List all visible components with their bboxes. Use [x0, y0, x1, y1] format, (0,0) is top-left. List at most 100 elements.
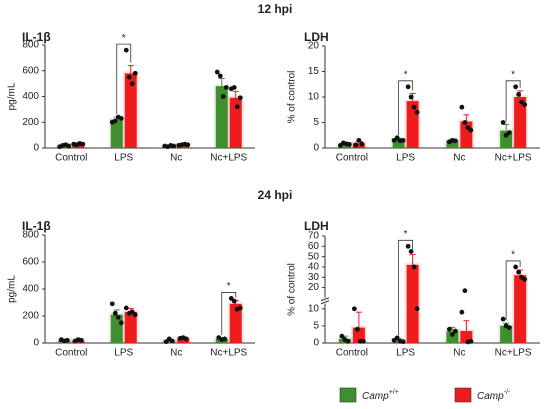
data-point [462, 288, 468, 294]
y-tick-label: 60 [308, 241, 320, 252]
y-tick-label: 20 [308, 282, 320, 293]
x-tick-label: Nc+LPS [495, 348, 532, 359]
x-tick-label: LPS [396, 153, 415, 164]
axis-break-mark [320, 300, 330, 305]
data-point [223, 85, 229, 90]
bar [392, 139, 405, 148]
data-point [346, 142, 352, 147]
significance-bracket [221, 292, 237, 335]
bar [177, 338, 190, 343]
bar [446, 331, 459, 343]
significance-bracket [505, 80, 521, 122]
data-point [123, 305, 129, 311]
y-tick-label: 200 [22, 311, 39, 322]
y-tick-label: 5 [313, 321, 319, 332]
data-point [132, 312, 138, 318]
data-point [408, 94, 414, 100]
y-tick-label: 15 [308, 66, 320, 77]
data-point [217, 73, 223, 79]
y-tick-label: 800 [22, 230, 39, 241]
bar [446, 140, 459, 148]
chart-title: LDH [304, 219, 329, 233]
y-tick-label: 800 [22, 40, 39, 51]
legend-swatch [339, 387, 357, 403]
data-point [452, 328, 458, 334]
data-point [351, 306, 357, 312]
data-point [459, 309, 465, 315]
data-point [171, 143, 177, 149]
y-tick-label: 0 [313, 143, 319, 154]
x-tick-label: Nc [170, 153, 182, 164]
chart-title: IL-1β [22, 30, 51, 44]
data-point [185, 142, 191, 148]
bar [338, 143, 351, 148]
significance-label: * [227, 281, 231, 292]
x-tick-label: Nc+LPS [210, 153, 247, 164]
data-point [468, 127, 474, 133]
legend-label: Camp-/- [477, 389, 511, 401]
y-axis-label: % of control [287, 71, 298, 124]
data-point [360, 338, 366, 344]
y-tick-label: 200 [22, 117, 39, 128]
data-point [414, 306, 420, 312]
data-point [214, 69, 220, 75]
data-point [516, 92, 522, 97]
data-point [394, 135, 400, 141]
significance-label: * [122, 33, 126, 44]
data-point [359, 141, 365, 147]
significance-bracket [398, 80, 414, 136]
data-point [123, 47, 129, 53]
data-point [449, 332, 455, 337]
bar [110, 119, 123, 148]
x-tick-label: LPS [114, 348, 133, 359]
data-point [411, 104, 417, 110]
y-tick-label: 10 [308, 303, 320, 314]
data-point [78, 337, 84, 343]
data-point [234, 104, 240, 110]
y-axis-label: pg/mL [7, 275, 18, 303]
data-point [462, 120, 468, 125]
data-point [115, 314, 121, 320]
data-point [414, 109, 420, 115]
significance-label: * [404, 69, 408, 80]
data-point [411, 264, 417, 270]
x-tick-label: LPS [396, 348, 415, 359]
data-point [237, 305, 243, 311]
data-point [237, 95, 243, 101]
axis-break-mark [320, 297, 330, 302]
data-point [339, 333, 345, 339]
data-point [522, 102, 528, 108]
chart-title: LDH [304, 30, 329, 44]
data-point [169, 338, 175, 344]
significance-bracket [505, 260, 521, 321]
section-header: 24 hpi [258, 188, 293, 202]
data-point [446, 326, 452, 332]
data-point [64, 337, 70, 343]
y-tick-label: 0 [33, 338, 39, 349]
bar [406, 264, 419, 343]
x-tick-label: Nc [453, 348, 465, 359]
data-point [222, 336, 228, 342]
x-tick-label: Control [55, 348, 87, 359]
data-point [500, 120, 506, 125]
data-point [516, 269, 522, 275]
bar [352, 327, 365, 343]
data-point [459, 104, 465, 110]
data-point [126, 74, 132, 80]
data-point [513, 84, 519, 90]
x-tick-label: LPS [114, 153, 133, 164]
data-point [400, 137, 406, 143]
significance-bracket [398, 239, 414, 336]
y-tick-label: 40 [308, 262, 320, 273]
bar [124, 311, 137, 343]
data-point [66, 143, 72, 149]
bar [460, 121, 473, 148]
bar [514, 97, 527, 148]
data-point [513, 264, 519, 270]
x-tick-label: Control [336, 153, 368, 164]
legend-label: Camp+/+ [362, 389, 399, 401]
bar [352, 143, 365, 148]
data-point [80, 141, 86, 147]
bar [500, 325, 513, 343]
